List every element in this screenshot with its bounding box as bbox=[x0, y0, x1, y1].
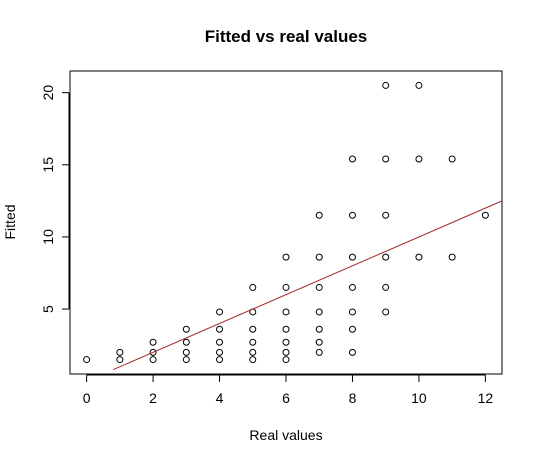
data-point bbox=[249, 283, 257, 291]
x-tick-label: 4 bbox=[216, 390, 224, 406]
data-point bbox=[216, 338, 224, 346]
y-tick-label: 10 bbox=[40, 229, 56, 245]
plot-frame bbox=[69, 70, 503, 375]
data-point bbox=[216, 356, 224, 364]
chart-title: Fitted vs real values bbox=[205, 27, 368, 46]
data-point bbox=[348, 325, 356, 333]
data-point bbox=[282, 325, 290, 333]
x-tick-label: 0 bbox=[83, 390, 91, 406]
data-point bbox=[282, 338, 290, 346]
data-point bbox=[348, 308, 356, 316]
x-axis: 0 2 4 6 8 10 12 bbox=[83, 374, 494, 406]
data-point bbox=[315, 348, 323, 356]
data-point bbox=[83, 356, 91, 364]
data-point bbox=[348, 155, 356, 163]
data-point bbox=[415, 155, 423, 163]
y-tick-label: 15 bbox=[40, 157, 56, 173]
data-point bbox=[315, 308, 323, 316]
data-point bbox=[149, 338, 157, 346]
data-point bbox=[382, 81, 390, 89]
data-point bbox=[315, 283, 323, 291]
fit-line bbox=[113, 200, 503, 371]
data-point bbox=[282, 283, 290, 291]
x-tick-label: 10 bbox=[411, 390, 427, 406]
data-point bbox=[282, 308, 290, 316]
data-points bbox=[83, 81, 489, 364]
data-point bbox=[315, 253, 323, 261]
data-point bbox=[216, 325, 224, 333]
data-point bbox=[415, 81, 423, 89]
data-point bbox=[182, 348, 190, 356]
data-point bbox=[315, 325, 323, 333]
data-point bbox=[348, 253, 356, 261]
data-point bbox=[216, 308, 224, 316]
data-point bbox=[348, 211, 356, 219]
x-tick-label: 6 bbox=[282, 390, 290, 406]
data-point bbox=[116, 356, 124, 364]
data-point bbox=[315, 211, 323, 219]
data-point bbox=[249, 325, 257, 333]
data-point bbox=[382, 283, 390, 291]
data-point bbox=[481, 211, 489, 219]
data-point bbox=[249, 348, 257, 356]
data-point bbox=[249, 338, 257, 346]
x-tick-label: 8 bbox=[349, 390, 357, 406]
data-point bbox=[216, 348, 224, 356]
data-point bbox=[149, 348, 157, 356]
x-axis-label: Real values bbox=[249, 427, 322, 443]
data-point bbox=[382, 308, 390, 316]
y-tick-label: 20 bbox=[40, 85, 56, 101]
data-point bbox=[182, 356, 190, 364]
data-point bbox=[448, 253, 456, 261]
data-point bbox=[282, 253, 290, 261]
data-point bbox=[382, 155, 390, 163]
data-point bbox=[382, 211, 390, 219]
data-point bbox=[182, 325, 190, 333]
x-tick-label: 2 bbox=[149, 390, 157, 406]
data-point bbox=[116, 348, 124, 356]
data-point bbox=[448, 155, 456, 163]
y-axis-label: Fitted bbox=[2, 204, 18, 239]
x-tick-label: 12 bbox=[478, 390, 494, 406]
data-point bbox=[348, 348, 356, 356]
data-point bbox=[282, 356, 290, 364]
data-point bbox=[348, 283, 356, 291]
data-point bbox=[149, 356, 157, 364]
data-point bbox=[382, 253, 390, 261]
data-point bbox=[182, 338, 190, 346]
y-tick-label: 5 bbox=[40, 305, 56, 313]
fit-line-group bbox=[113, 200, 503, 371]
data-point bbox=[315, 338, 323, 346]
data-point bbox=[249, 356, 257, 364]
data-point bbox=[415, 253, 423, 261]
y-axis: 5 10 15 20 bbox=[40, 85, 70, 313]
data-point bbox=[282, 348, 290, 356]
